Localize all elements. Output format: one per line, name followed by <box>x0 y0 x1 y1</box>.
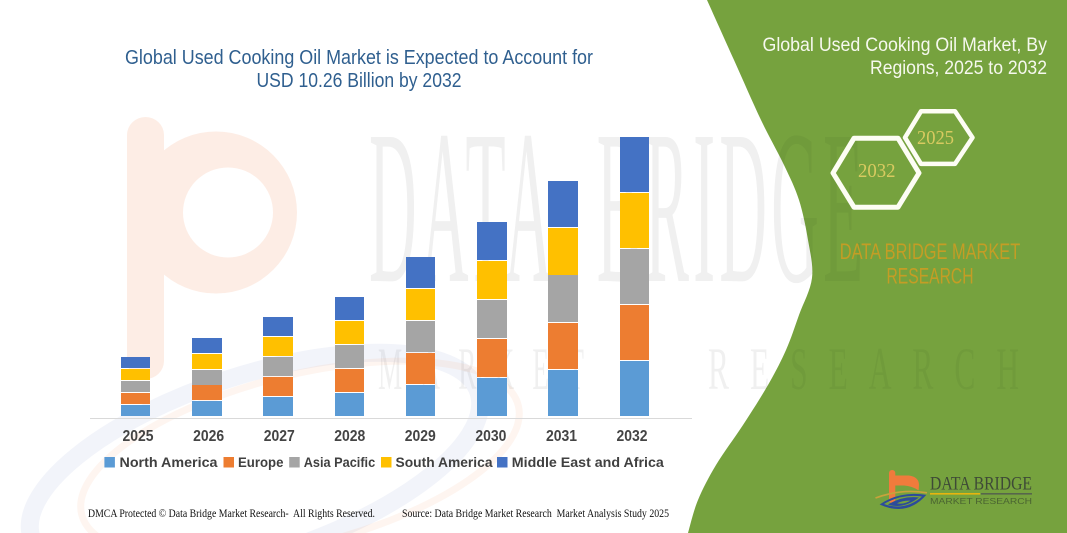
svg-text:2029: 2029 <box>405 428 436 445</box>
svg-text:DATA BRIDGE: DATA BRIDGE <box>930 475 1032 495</box>
svg-text:DATA BRIDGE MARKET: DATA BRIDGE MARKET <box>840 239 1021 264</box>
svg-text:2027: 2027 <box>264 428 295 445</box>
svg-text:2032: 2032 <box>617 428 648 445</box>
svg-text:North America: North America <box>120 454 218 470</box>
svg-text:USD 10.26 Billion by 2032: USD 10.26 Billion by 2032 <box>257 70 462 92</box>
svg-text:2026: 2026 <box>193 428 224 445</box>
svg-text:2032: 2032 <box>858 160 896 182</box>
svg-text:RESEARCH: RESEARCH <box>887 264 974 289</box>
svg-text:2031: 2031 <box>546 428 577 445</box>
svg-text:Regions, 2025 to 2032: Regions, 2025 to 2032 <box>870 58 1047 79</box>
svg-text:Global Used Cooking Oil Market: Global Used Cooking Oil Market is Expect… <box>125 47 593 69</box>
svg-text:MARKET RESEARCH: MARKET RESEARCH <box>930 496 1032 506</box>
svg-text:Source: Data Bridge Market Res: Source: Data Bridge Market Research Mark… <box>402 508 669 520</box>
svg-text:Middle East and Africa: Middle East and Africa <box>512 454 664 470</box>
svg-text:South America: South America <box>396 454 493 470</box>
svg-text:Asia Pacific: Asia Pacific <box>304 454 376 470</box>
svg-text:Europe: Europe <box>238 454 284 470</box>
svg-text:DMCA Protected © Data Bridge M: DMCA Protected © Data Bridge Market Rese… <box>88 508 375 520</box>
svg-text:2025: 2025 <box>917 127 954 149</box>
svg-text:2025: 2025 <box>123 428 154 445</box>
svg-text:2028: 2028 <box>334 428 365 445</box>
svg-text:2030: 2030 <box>475 428 506 445</box>
svg-text:Global Used Cooking Oil Market: Global Used Cooking Oil Market, By <box>763 35 1048 56</box>
